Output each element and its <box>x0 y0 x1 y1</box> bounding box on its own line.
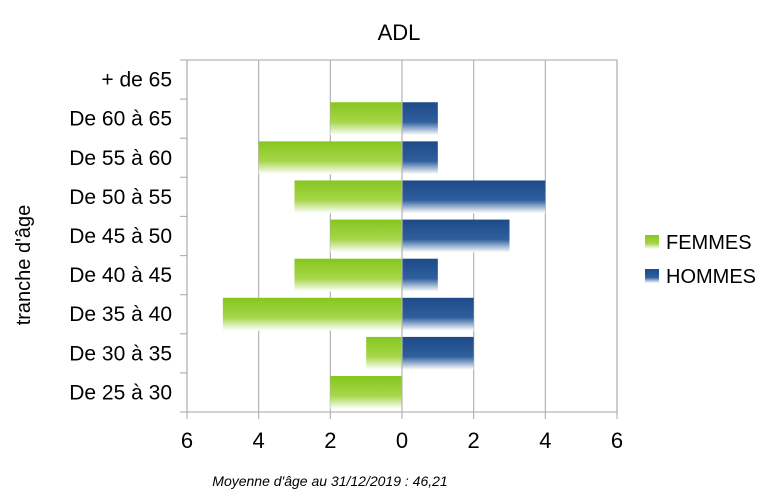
x-tick-labels: 6 4 2 0 2 4 6 <box>181 428 623 453</box>
legend: FEMMES HOMMES <box>645 232 756 288</box>
x-tick-label-6: 6 <box>611 428 623 453</box>
category-labels: + de 65 De 60 à 65 De 55 à 60 De 50 à 55 De … <box>69 69 172 405</box>
bar-femmes-1 <box>330 102 402 136</box>
bar-femmes-8 <box>330 376 402 409</box>
category-label-0: + de 65 <box>101 69 172 92</box>
category-label-4: De 45 à 50 <box>69 225 172 248</box>
bar-hommes-7 <box>402 336 474 370</box>
bar-femmes-4 <box>330 219 402 253</box>
legend-swatch-femmes <box>645 235 659 249</box>
x-tick-label-4: 2 <box>468 428 480 453</box>
bar-hommes-6 <box>402 297 474 331</box>
x-tick-label-0: 6 <box>181 428 193 453</box>
axes <box>180 59 618 419</box>
legend-label-femmes: FEMMES <box>666 232 752 254</box>
category-label-3: De 50 à 55 <box>69 186 172 209</box>
category-label-1: De 60 à 65 <box>69 108 172 131</box>
category-label-2: De 55 à 60 <box>69 147 172 170</box>
x-tick-label-3: 0 <box>396 428 408 453</box>
bar-hommes-5 <box>402 258 438 292</box>
category-label-7: De 30 à 35 <box>69 342 172 365</box>
bar-femmes-6 <box>222 297 402 331</box>
legend-label-hommes: HOMMES <box>666 266 756 288</box>
bar-hommes-4 <box>402 219 510 253</box>
legend-swatch-hommes <box>645 269 659 283</box>
chart-title: ADL <box>378 20 421 45</box>
bar-hommes-1 <box>402 102 438 136</box>
bar-femmes-5 <box>294 258 402 292</box>
bar-hommes-2 <box>402 141 438 175</box>
x-tick-label-1: 4 <box>253 428 265 453</box>
category-label-8: De 25 à 30 <box>69 381 172 404</box>
y-axis-label: tranche d'âge <box>13 205 35 326</box>
x-tick-label-5: 4 <box>539 428 551 453</box>
bar-femmes-7 <box>366 336 402 370</box>
bar-femmes-3 <box>294 180 402 214</box>
category-label-5: De 40 à 45 <box>69 264 172 287</box>
footnote: Moyenne d'âge au 31/12/2019 : 46,21 <box>212 473 447 489</box>
category-label-6: De 35 à 40 <box>69 303 172 326</box>
bar-hommes-3 <box>402 180 546 214</box>
bar-femmes-2 <box>258 141 402 175</box>
bars <box>222 102 546 409</box>
x-tick-label-2: 2 <box>324 428 336 453</box>
